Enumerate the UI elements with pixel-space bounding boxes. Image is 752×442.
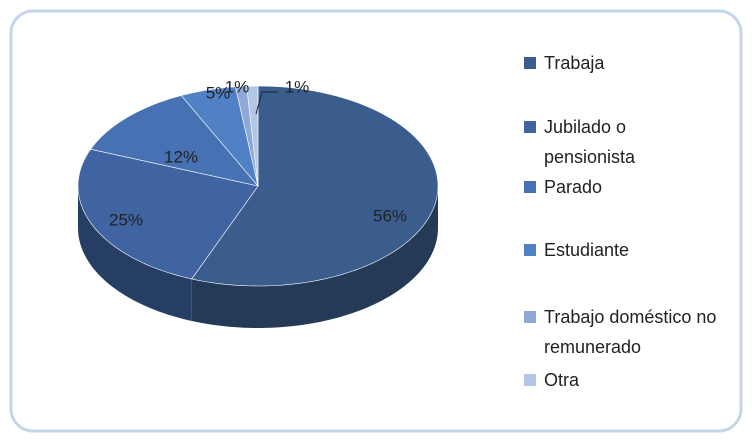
legend-label: Parado (544, 177, 603, 197)
slice-side (78, 186, 192, 321)
legend-swatch (524, 244, 536, 256)
legend-swatch (524, 121, 536, 133)
legend-label: Trabaja (544, 53, 605, 73)
data-label: 12% (164, 147, 198, 166)
legend-label: Otra (544, 370, 580, 390)
legend-item: Jubilado o pensionista (524, 112, 739, 172)
data-label: 56% (373, 206, 407, 225)
legend-item: Trabaja (524, 48, 739, 78)
slice-side (191, 186, 438, 328)
data-label: 5% (206, 83, 231, 102)
data-label: 1% (285, 77, 310, 96)
legend-swatch (524, 311, 536, 323)
legend-label: Estudiante (544, 240, 630, 260)
legend-swatch (524, 57, 536, 69)
leader-line (255, 91, 278, 115)
legend-item: Parado (524, 172, 739, 202)
legend-label: Trabajo doméstico no remunerado (544, 307, 717, 357)
slice (77, 148, 259, 280)
legend-item: Trabajo doméstico no remunerado (524, 302, 739, 362)
data-label: 25% (109, 210, 143, 229)
legend-label: Jubilado o pensionista (544, 117, 636, 167)
legend-item: Otra (524, 365, 739, 395)
slice (90, 95, 259, 187)
slice (246, 85, 259, 187)
legend-swatch (524, 181, 536, 193)
legend-swatch (524, 374, 536, 386)
legend-item: Estudiante (524, 235, 739, 265)
data-label: 1% (225, 77, 250, 96)
slice (180, 86, 259, 187)
slice (191, 85, 439, 287)
